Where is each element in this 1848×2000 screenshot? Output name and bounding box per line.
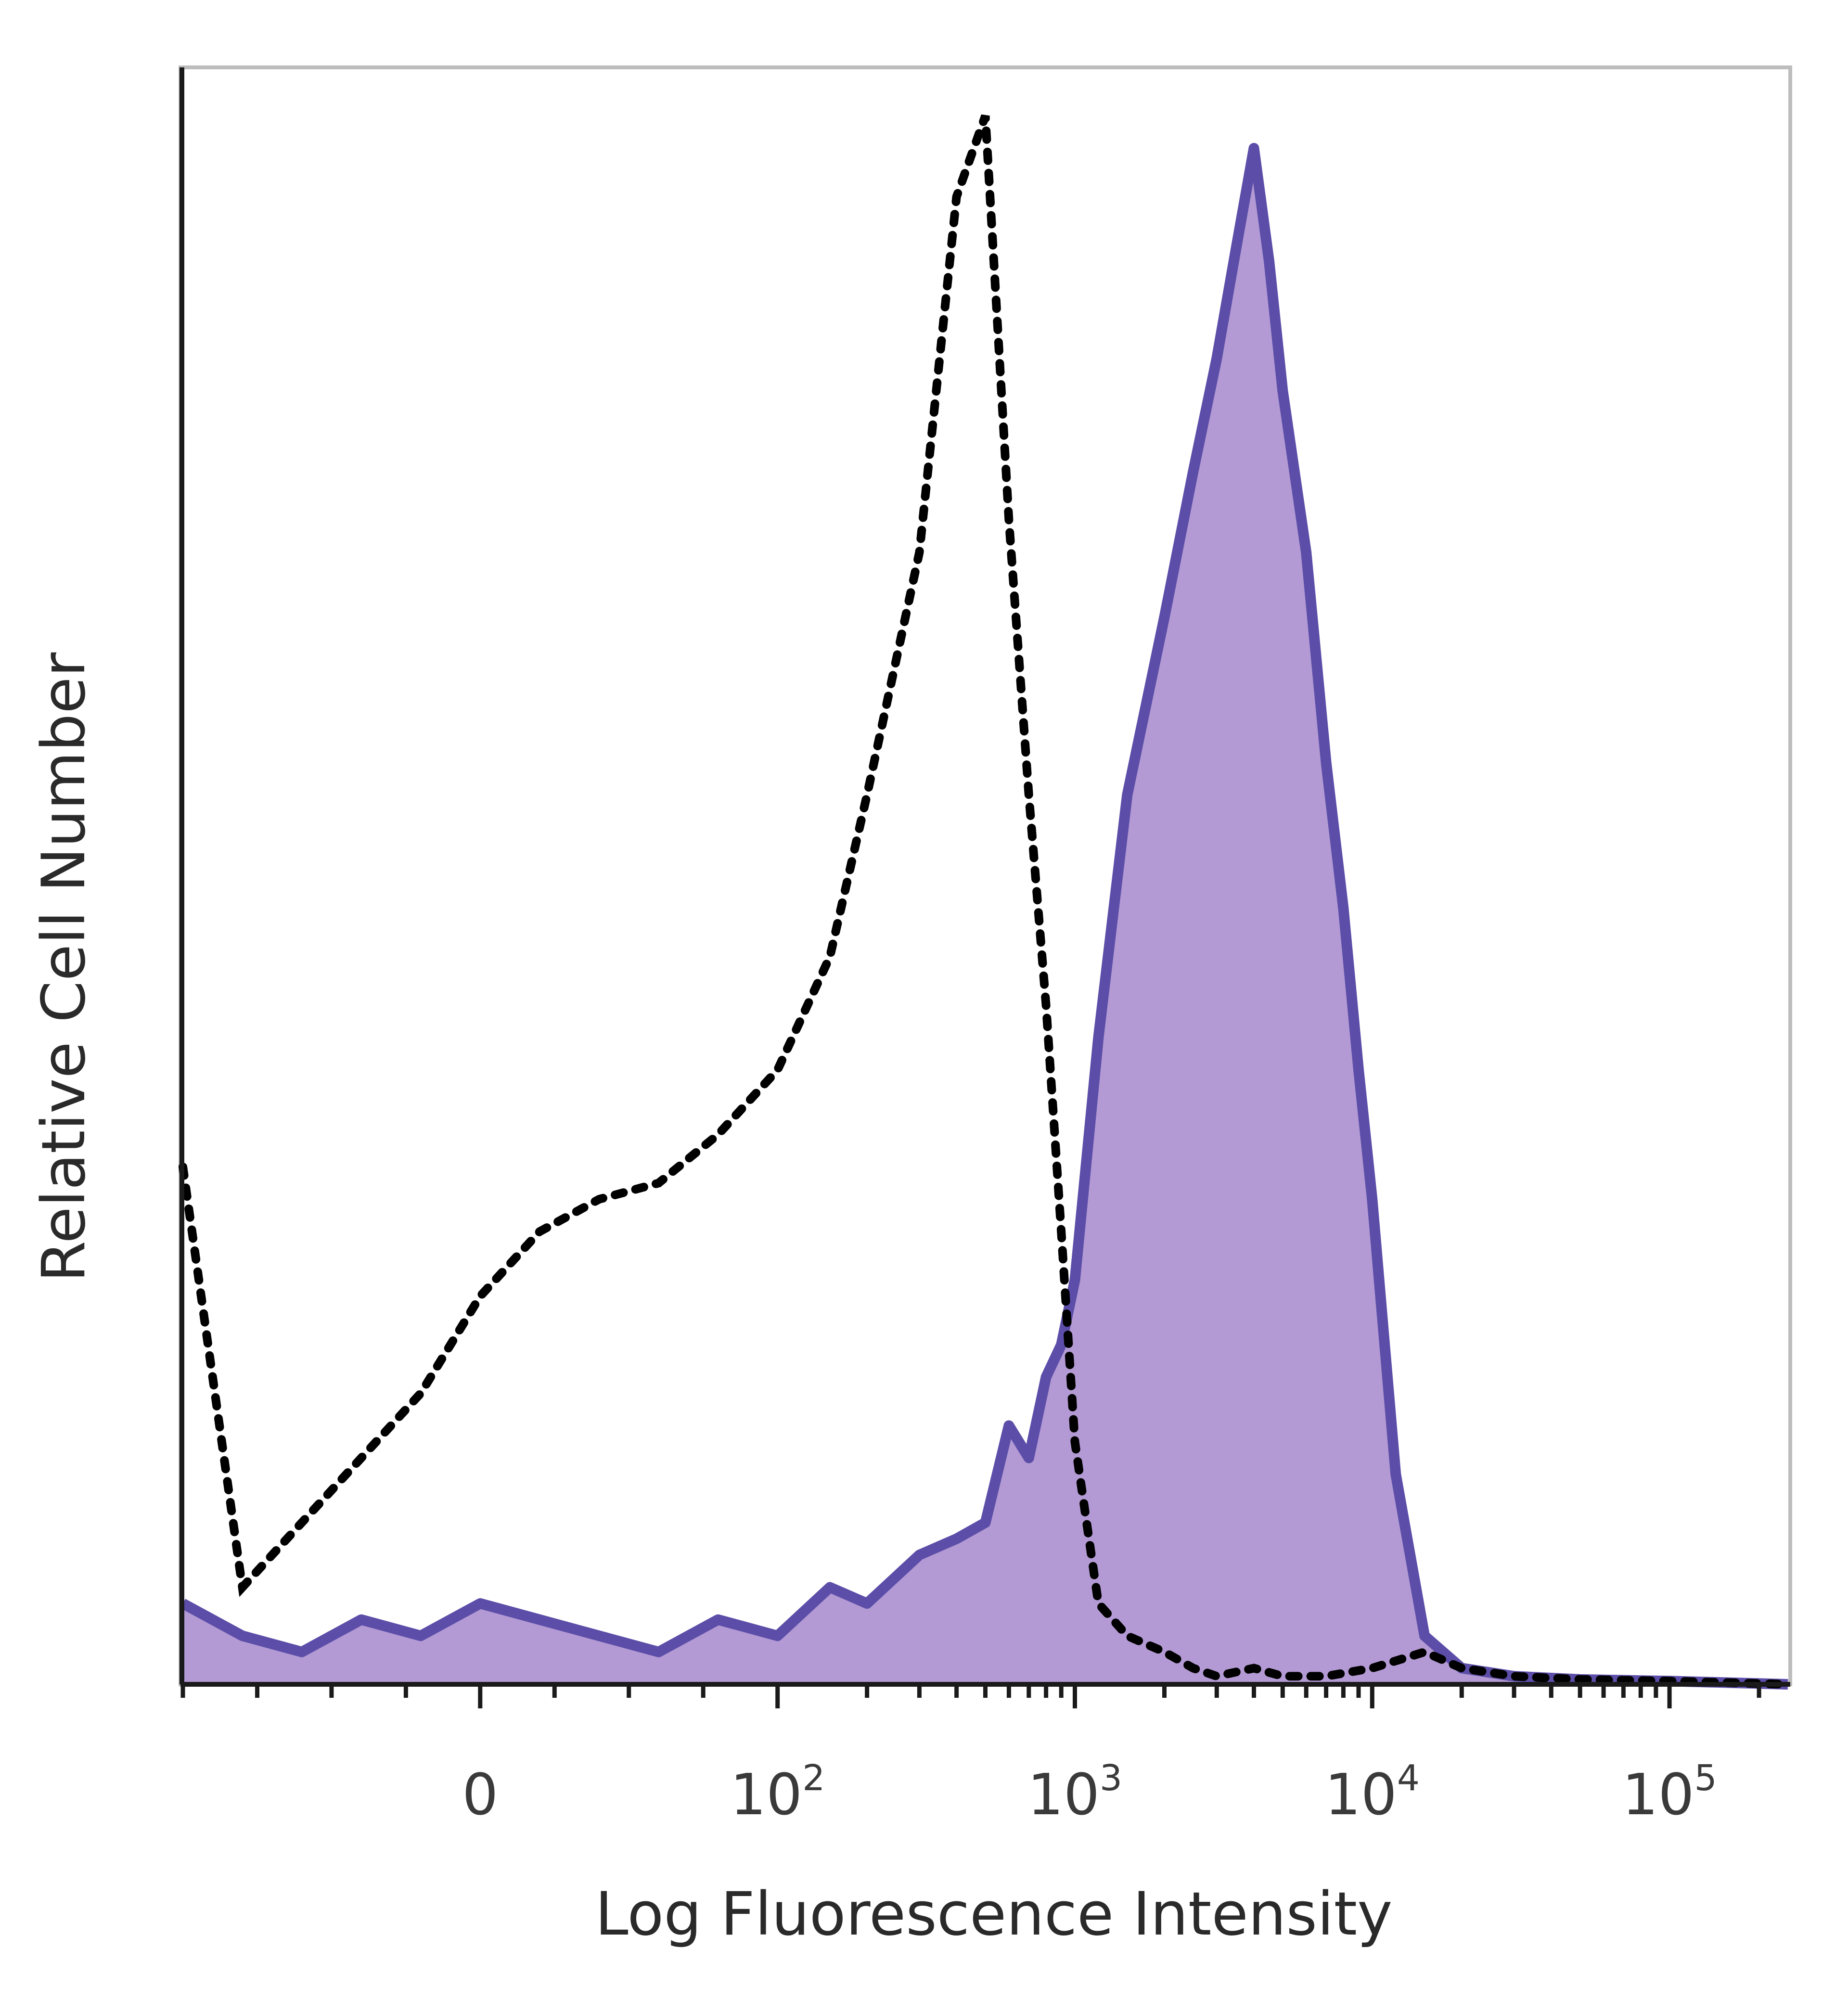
plot-frame (179, 65, 1792, 1686)
x-tick-label-base: 10 (1622, 1761, 1694, 1828)
x-tick-layer: 0 102 103 104 105 (180, 1684, 1761, 1828)
stained-histogram-fill (183, 148, 1788, 1684)
series-layer (179, 114, 1792, 1690)
x-tick-label: 0 (462, 1761, 498, 1828)
x-tick-label-exponent: 4 (1397, 1757, 1420, 1799)
x-tick-label: 103 (1027, 1757, 1122, 1828)
x-tick-label: 105 (1622, 1757, 1717, 1828)
x-tick-label-base: 10 (1027, 1761, 1100, 1828)
x-tick-label-base: 10 (1325, 1761, 1397, 1828)
x-axis-title: Log Fluorescence Intensity (595, 1880, 1393, 1949)
y-axis-title: Relative Cell Number (29, 653, 99, 1282)
x-tick-label-exponent: 2 (802, 1757, 825, 1799)
x-tick-label: 102 (730, 1757, 825, 1828)
x-tick-label-exponent: 3 (1100, 1757, 1122, 1799)
stained-histogram-line (180, 143, 1788, 1690)
x-tick-label-base: 0 (462, 1761, 498, 1828)
x-tick-label-exponent: 5 (1694, 1757, 1717, 1799)
x-tick-label: 104 (1325, 1757, 1420, 1828)
x-tick-label-base: 10 (730, 1761, 802, 1828)
control-histogram-line (179, 114, 1792, 1689)
